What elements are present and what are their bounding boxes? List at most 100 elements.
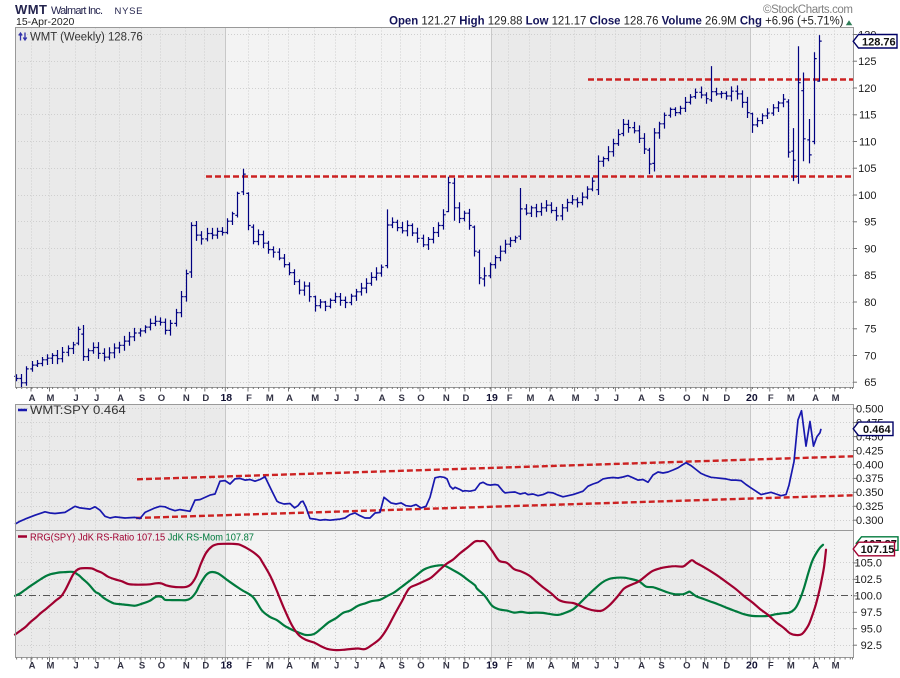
svg-text:M: M	[311, 661, 319, 672]
svg-text:110: 110	[859, 136, 877, 148]
svg-text:S: S	[139, 661, 145, 672]
svg-text:J: J	[354, 393, 359, 404]
svg-text:F: F	[246, 661, 252, 672]
svg-text:D: D	[723, 393, 730, 404]
svg-text:20: 20	[746, 660, 758, 672]
svg-text:M: M	[832, 661, 840, 672]
svg-text:O: O	[158, 393, 165, 404]
svg-text:Walmart Inc.: Walmart Inc.	[51, 5, 103, 17]
svg-text:J: J	[354, 661, 359, 672]
svg-text:O: O	[683, 393, 690, 404]
svg-text:M: M	[47, 393, 55, 404]
svg-text:80: 80	[864, 297, 876, 309]
svg-text:0.325: 0.325	[856, 501, 884, 513]
svg-text:M: M	[266, 661, 274, 672]
svg-text:D: D	[723, 661, 730, 672]
svg-text:0.300: 0.300	[856, 515, 884, 527]
svg-text:M: M	[787, 661, 795, 672]
svg-text:A: A	[638, 393, 645, 404]
svg-text:S: S	[139, 393, 145, 404]
svg-text:20: 20	[746, 392, 758, 404]
svg-text:O: O	[683, 661, 690, 672]
svg-text:J: J	[73, 661, 78, 672]
svg-text:M: M	[832, 393, 840, 404]
svg-text:N: N	[702, 661, 709, 672]
svg-text:A: A	[29, 661, 36, 672]
svg-text:RRG(SPY) JdK RS-Ratio 107.15 J: RRG(SPY) JdK RS-Ratio 107.15 JdK RS-Mom …	[30, 532, 254, 544]
svg-text:0.464: 0.464	[863, 424, 891, 436]
svg-text:J: J	[594, 661, 599, 672]
svg-text:19: 19	[486, 660, 498, 672]
svg-text:M: M	[527, 661, 535, 672]
svg-text:A: A	[812, 393, 819, 404]
svg-text:A: A	[29, 393, 36, 404]
svg-text:A: A	[812, 661, 819, 672]
svg-text:0.500: 0.500	[856, 404, 884, 416]
svg-text:WMT:SPY 0.464: WMT:SPY 0.464	[30, 403, 126, 416]
svg-text:90: 90	[864, 243, 876, 255]
svg-text:WMT (Weekly) 128.76: WMT (Weekly) 128.76	[30, 30, 143, 43]
svg-text:0.400: 0.400	[856, 459, 884, 471]
svg-text:F: F	[768, 661, 774, 672]
svg-text:97.5: 97.5	[861, 607, 882, 619]
svg-text:A: A	[117, 393, 124, 404]
svg-text:D: D	[202, 393, 209, 404]
svg-text:J: J	[614, 393, 619, 404]
svg-text:O: O	[158, 661, 165, 672]
svg-text:©StockCharts.com: ©StockCharts.com	[763, 4, 853, 16]
svg-text:S: S	[399, 393, 405, 404]
svg-text:95.0: 95.0	[861, 624, 882, 636]
svg-text:115: 115	[859, 110, 877, 122]
svg-text:F: F	[246, 393, 252, 404]
svg-text:M: M	[527, 393, 535, 404]
svg-text:105: 105	[858, 163, 876, 175]
svg-text:100.0: 100.0	[854, 591, 882, 603]
svg-text:A: A	[548, 661, 555, 672]
svg-text:J: J	[614, 661, 619, 672]
svg-text:M: M	[787, 393, 795, 404]
svg-text:102.5: 102.5	[854, 574, 882, 586]
svg-text:A: A	[548, 393, 555, 404]
svg-text:107.15: 107.15	[861, 544, 895, 556]
svg-text:A: A	[638, 661, 645, 672]
svg-text:F: F	[768, 393, 774, 404]
svg-text:Open 121.27 High 129.88 Low 12: Open 121.27 High 129.88 Low 121.17 Close…	[389, 15, 844, 27]
svg-text:15-Apr-2020: 15-Apr-2020	[16, 16, 75, 28]
svg-text:WMT: WMT	[15, 2, 47, 17]
svg-text:A: A	[286, 661, 293, 672]
svg-text:M: M	[572, 661, 580, 672]
svg-text:A: A	[117, 661, 124, 672]
svg-text:J: J	[594, 393, 599, 404]
svg-text:J: J	[94, 661, 99, 672]
svg-text:18: 18	[220, 392, 232, 404]
svg-text:0.375: 0.375	[856, 473, 884, 485]
svg-text:65: 65	[864, 377, 876, 389]
svg-text:S: S	[399, 661, 405, 672]
svg-text:92.5: 92.5	[861, 640, 882, 652]
svg-text:O: O	[417, 393, 424, 404]
svg-text:J: J	[334, 661, 339, 672]
svg-text:N: N	[702, 393, 709, 404]
svg-text:A: A	[286, 393, 293, 404]
svg-text:128.76: 128.76	[862, 36, 896, 48]
svg-text:S: S	[658, 661, 664, 672]
svg-text:D: D	[202, 661, 209, 672]
svg-text:N: N	[183, 393, 190, 404]
svg-text:19: 19	[486, 392, 498, 404]
svg-text:N: N	[183, 661, 190, 672]
svg-text:75: 75	[864, 324, 876, 336]
svg-text:J: J	[73, 393, 78, 404]
svg-text:D: D	[462, 393, 469, 404]
svg-text:J: J	[334, 393, 339, 404]
svg-text:85: 85	[864, 270, 876, 282]
svg-text:D: D	[462, 661, 469, 672]
svg-text:N: N	[443, 393, 450, 404]
svg-text:0.425: 0.425	[856, 445, 884, 457]
svg-text:J: J	[94, 393, 99, 404]
svg-text:M: M	[572, 393, 580, 404]
svg-text:F: F	[507, 661, 513, 672]
svg-text:95: 95	[864, 217, 876, 229]
svg-text:18: 18	[220, 660, 232, 672]
svg-text:S: S	[658, 393, 664, 404]
svg-text:M: M	[266, 393, 274, 404]
